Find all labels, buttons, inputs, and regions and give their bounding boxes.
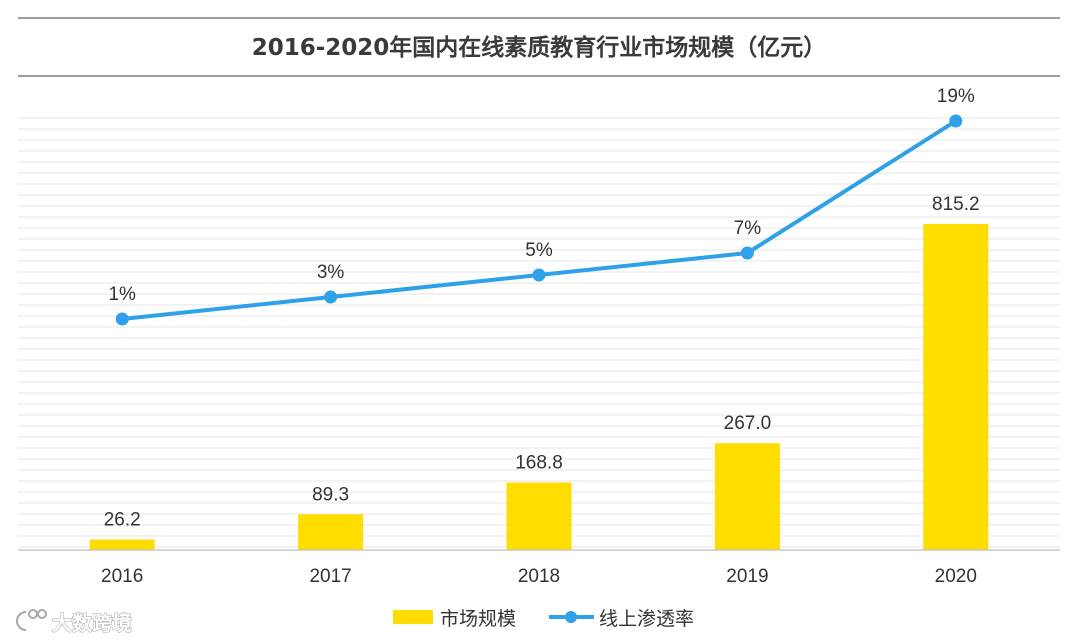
bar-label-2018: 168.8	[515, 452, 563, 473]
line-point-2017	[324, 290, 338, 304]
bar-2017	[298, 514, 364, 550]
line-point-2018	[532, 268, 546, 282]
bar-series	[89, 223, 989, 551]
bar-2016	[89, 539, 155, 550]
bar-label-2019: 267.0	[724, 413, 772, 434]
line-series	[115, 114, 963, 326]
chart-title: 2016-2020年国内在线素质教育行业市场规模（亿元）	[252, 34, 827, 61]
line-label-2018: 5%	[525, 240, 553, 261]
bar-data-labels: 26.2 89.3 168.8 267.0 815.2	[104, 194, 980, 531]
bar-label-2016: 26.2	[104, 510, 141, 531]
line-point-2020	[949, 114, 963, 128]
x-tick-label-2018: 2018	[518, 566, 560, 587]
legend-line-label: 线上渗透率	[599, 608, 694, 630]
x-tick-label-2017: 2017	[309, 566, 351, 587]
bar-label-2020: 815.2	[932, 194, 980, 215]
x-tick-label-2020: 2020	[935, 566, 977, 587]
line-label-2016: 1%	[108, 284, 136, 305]
line-label-2019: 7%	[734, 218, 762, 239]
logo-icon	[16, 609, 47, 631]
line-label-2017: 3%	[317, 262, 345, 283]
line-data-labels: 1% 3% 5% 7% 19%	[108, 86, 974, 305]
line-point-2016	[115, 312, 129, 326]
x-tick-label-2019: 2019	[726, 566, 768, 587]
line-label-2020: 19%	[937, 86, 975, 107]
legend-line-marker	[565, 611, 577, 623]
line-point-2019	[740, 246, 754, 260]
bar-2020	[923, 223, 989, 551]
legend-bar-label: 市场规模	[440, 608, 516, 630]
x-tick-label-2016: 2016	[101, 566, 143, 587]
bar-2019	[714, 443, 780, 550]
gridlines	[18, 117, 1060, 548]
legend: 市场规模 线上渗透率	[393, 608, 694, 630]
bar-2018	[506, 482, 572, 550]
bar-label-2017: 89.3	[312, 484, 349, 505]
watermark: 大数跨境	[16, 609, 132, 635]
watermark-text: 大数跨境	[52, 611, 132, 635]
legend-bar-swatch	[393, 610, 433, 624]
x-axis: 2016 2017 2018 2019 2020	[18, 549, 1060, 587]
